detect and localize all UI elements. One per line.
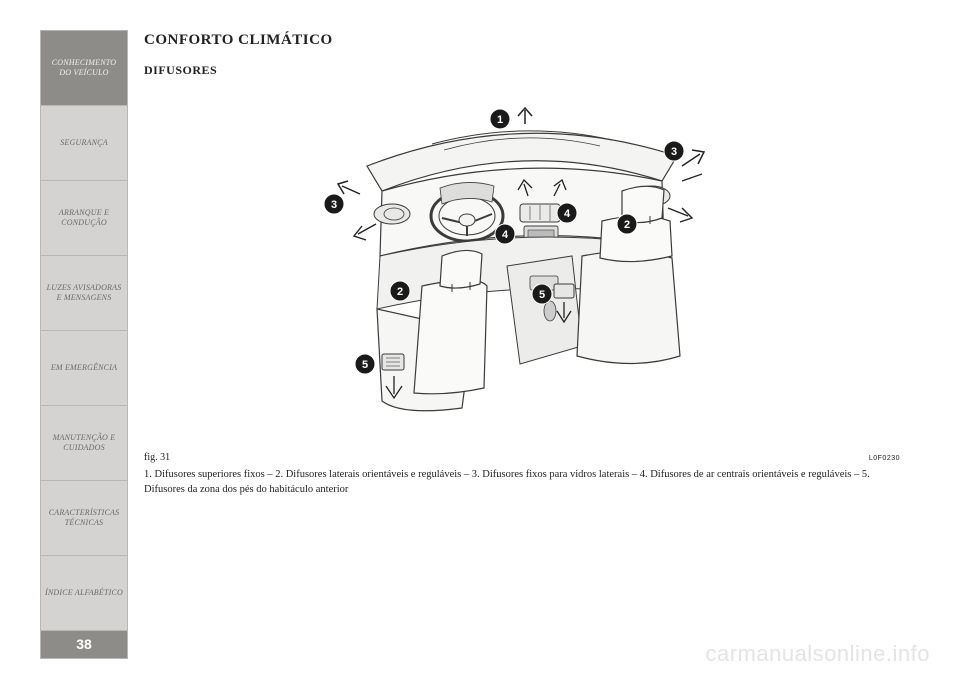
page-container: CONHECIMENTO DO VEÍCULO SEGURANÇA ARRANQ… xyxy=(0,0,960,679)
figure-caption-row: fig. 31 L0F0230 xyxy=(144,452,900,463)
main-content: CONFORTO CLIMÁTICO DIFUSORES xyxy=(144,30,900,659)
sidebar-tab-label: ARRANQUE E CONDUÇÃO xyxy=(45,208,123,228)
section-subtitle: DIFUSORES xyxy=(144,63,900,78)
sidebar-tab-label: MANUTENÇÃO E CUIDADOS xyxy=(45,433,123,453)
page-number: 38 xyxy=(40,631,128,659)
sidebar-tab-label: SEGURANÇA xyxy=(60,138,108,148)
figure-label: fig. 31 xyxy=(144,452,170,463)
callout-number: 4 xyxy=(564,208,571,220)
sidebar-tab-indice[interactable]: ÍNDICE ALFABÉTICO xyxy=(40,556,128,631)
diffusers-diagram-svg: 1 3 3 4 2 4 2 5 5 xyxy=(272,96,772,436)
sidebar-tab-luzes[interactable]: LUZES AVISADORAS E MENSAGENS xyxy=(40,256,128,331)
figure-description: 1. Difusores superiores fixos – 2. Difus… xyxy=(144,467,900,497)
callout-number: 5 xyxy=(539,289,545,301)
callout-number: 1 xyxy=(497,114,503,126)
sidebar-tab-emergencia[interactable]: EM EMERGÊNCIA xyxy=(40,331,128,406)
callout-number: 5 xyxy=(362,359,368,371)
figure-diffusers: 1 3 3 4 2 4 2 5 5 xyxy=(144,86,900,446)
sidebar-tab-caracteristicas[interactable]: CARACTERÍSTICAS TÉCNICAS xyxy=(40,481,128,556)
sidebar-tab-label: CARACTERÍSTICAS TÉCNICAS xyxy=(45,508,123,528)
callout-number: 3 xyxy=(331,199,337,211)
sidebar-nav: CONHECIMENTO DO VEÍCULO SEGURANÇA ARRANQ… xyxy=(40,30,128,659)
figure-code: L0F0230 xyxy=(869,455,900,462)
callout-number: 2 xyxy=(397,286,403,298)
sidebar-tab-label: ÍNDICE ALFABÉTICO xyxy=(45,588,123,598)
callout-number: 3 xyxy=(671,146,677,158)
sidebar-tab-manutencao[interactable]: MANUTENÇÃO E CUIDADOS xyxy=(40,406,128,481)
section-title: CONFORTO CLIMÁTICO xyxy=(144,32,900,49)
sidebar-tab-arranque[interactable]: ARRANQUE E CONDUÇÃO xyxy=(40,181,128,256)
sidebar-tab-conhecimento[interactable]: CONHECIMENTO DO VEÍCULO xyxy=(40,30,128,106)
callout-number: 4 xyxy=(502,229,509,241)
sidebar-tab-label: EM EMERGÊNCIA xyxy=(51,363,117,373)
sidebar-tab-seguranca[interactable]: SEGURANÇA xyxy=(40,106,128,181)
callout-number: 2 xyxy=(624,219,630,231)
sidebar-tab-label: LUZES AVISADORAS E MENSAGENS xyxy=(45,283,123,303)
sidebar-tab-label: CONHECIMENTO DO VEÍCULO xyxy=(45,58,123,78)
